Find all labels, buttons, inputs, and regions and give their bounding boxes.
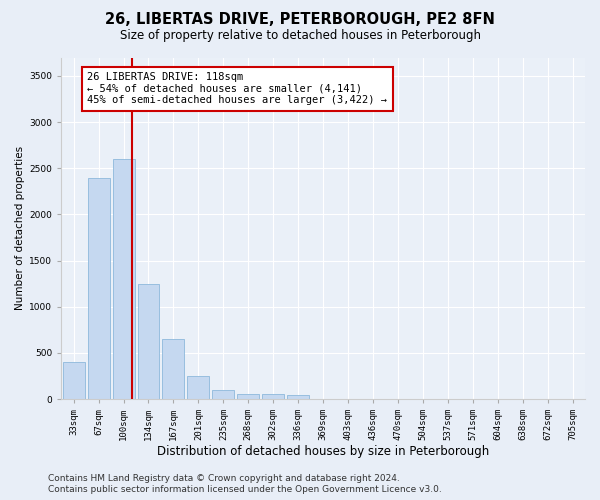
Bar bbox=[212, 390, 234, 399]
Text: Size of property relative to detached houses in Peterborough: Size of property relative to detached ho… bbox=[119, 29, 481, 42]
Bar bbox=[88, 178, 110, 399]
Bar bbox=[287, 396, 309, 399]
Bar bbox=[262, 394, 284, 399]
Bar bbox=[113, 159, 134, 399]
Bar bbox=[163, 339, 184, 399]
Text: 26 LIBERTAS DRIVE: 118sqm
← 54% of detached houses are smaller (4,141)
45% of se: 26 LIBERTAS DRIVE: 118sqm ← 54% of detac… bbox=[88, 72, 388, 106]
Bar bbox=[62, 362, 85, 399]
Text: 26, LIBERTAS DRIVE, PETERBOROUGH, PE2 8FN: 26, LIBERTAS DRIVE, PETERBOROUGH, PE2 8F… bbox=[105, 12, 495, 28]
X-axis label: Distribution of detached houses by size in Peterborough: Distribution of detached houses by size … bbox=[157, 444, 489, 458]
Bar bbox=[237, 394, 259, 399]
Bar bbox=[187, 376, 209, 399]
Y-axis label: Number of detached properties: Number of detached properties bbox=[15, 146, 25, 310]
Text: Contains HM Land Registry data © Crown copyright and database right 2024.
Contai: Contains HM Land Registry data © Crown c… bbox=[48, 474, 442, 494]
Bar bbox=[137, 284, 160, 399]
